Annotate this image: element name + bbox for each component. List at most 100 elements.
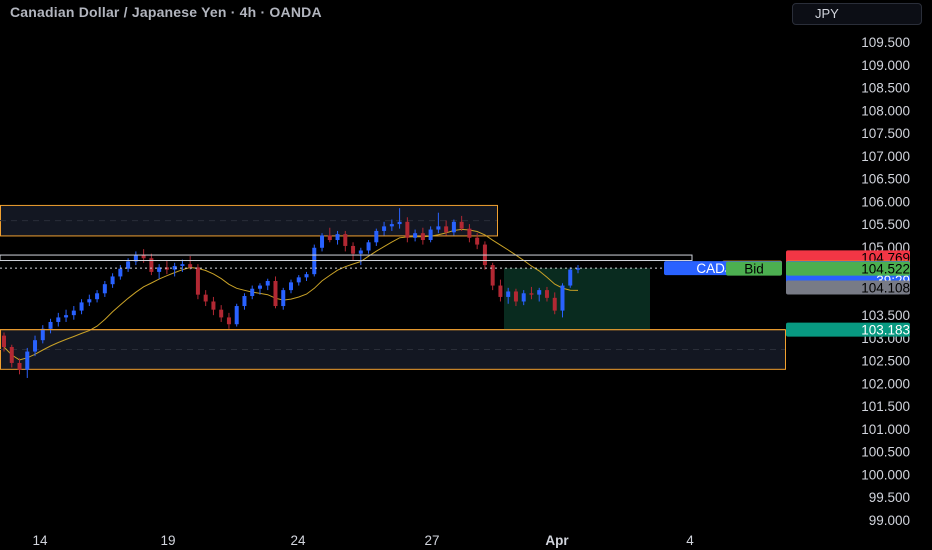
y-tick-label: 102.500	[861, 354, 910, 369]
support-value: 103.183	[861, 323, 910, 338]
moving-average-line	[3, 228, 579, 361]
candle-body	[343, 234, 348, 246]
candle-body	[149, 258, 154, 272]
candle-body	[219, 309, 224, 318]
x-tick-label: Apr	[545, 533, 569, 548]
candle-body	[172, 265, 177, 270]
candle-body	[444, 226, 449, 233]
bid-label-box	[726, 261, 782, 276]
y-tick-label: 100.000	[861, 467, 910, 482]
candle-body	[118, 268, 123, 277]
x-axis: 14 19 24 27 Apr 4	[32, 533, 694, 548]
candle-body	[273, 281, 278, 307]
candle-body	[33, 340, 38, 352]
candle-body	[475, 237, 480, 245]
candle-body	[265, 281, 270, 286]
candle-body	[110, 276, 115, 285]
candle-body	[95, 293, 100, 300]
y-tick-label: 99.000	[869, 513, 910, 528]
candle-body	[257, 285, 262, 289]
candle-body	[537, 290, 542, 295]
candle-body	[374, 230, 379, 243]
candle-body	[451, 221, 456, 233]
candle-body	[560, 285, 565, 311]
candle-body	[296, 277, 301, 283]
y-tick-label: 100.500	[861, 445, 910, 460]
candle-body	[351, 245, 356, 254]
candle-body	[544, 290, 549, 298]
y-tick-label: 101.500	[861, 399, 910, 414]
candle-body	[320, 235, 325, 248]
candle-body	[188, 264, 193, 268]
price-tags: 104.769104.543104.53239:29104.522104.108…	[664, 250, 910, 338]
candle-body	[71, 310, 76, 316]
y-tick-label: 106.500	[861, 172, 910, 187]
candle-body	[459, 221, 464, 229]
x-tick-label: 27	[424, 533, 439, 548]
candle-body	[420, 233, 425, 241]
x-tick-label: 19	[160, 533, 175, 548]
candle-body	[242, 296, 247, 307]
y-tick-label: 101.000	[861, 422, 910, 437]
candle-body	[40, 328, 45, 341]
candle-body	[126, 261, 131, 269]
candles-layer	[2, 208, 580, 378]
candle-body	[250, 288, 255, 297]
candle-body	[513, 291, 518, 302]
candle-body	[195, 267, 200, 295]
candle-body	[56, 317, 61, 322]
zone-support	[0, 329, 786, 370]
x-tick-label: 24	[290, 533, 306, 548]
candle-body	[48, 321, 53, 329]
y-tick-label: 107.000	[861, 149, 910, 164]
candle-body	[226, 317, 231, 325]
candle-body	[405, 221, 410, 238]
y-tick-label: 108.500	[861, 81, 910, 96]
y-tick-label: 106.000	[861, 194, 910, 209]
candle-body	[79, 302, 84, 311]
candle-body	[25, 351, 30, 370]
candle-body	[281, 290, 286, 307]
range-rectangle	[0, 254, 693, 262]
y-tick-label: 108.000	[861, 103, 910, 118]
candle-body	[358, 250, 363, 254]
candle-body	[102, 284, 107, 294]
candle-body	[552, 297, 557, 311]
candle-body	[17, 362, 22, 370]
candle-body	[397, 221, 402, 225]
candle-body	[157, 267, 162, 272]
candle-body	[436, 226, 441, 230]
y-tick-label: 109.000	[861, 58, 910, 73]
candle-body	[133, 255, 138, 262]
x-tick-label: 14	[32, 533, 48, 548]
candle-body	[382, 226, 387, 231]
y-tick-label: 105.500	[861, 217, 910, 232]
candle-body	[335, 234, 340, 241]
moving-average-layer	[3, 228, 579, 361]
candle-body	[521, 293, 526, 302]
candle-body	[506, 291, 511, 297]
low-value: 104.108	[861, 280, 910, 295]
candle-body	[180, 264, 185, 266]
candle-body	[64, 315, 69, 318]
candle-body	[87, 299, 92, 303]
currency-button[interactable]: JPY	[792, 3, 922, 25]
y-tick-label: 103.500	[861, 308, 910, 323]
bid-tag	[786, 261, 910, 276]
candle-body	[366, 242, 371, 251]
price-lines-layer	[0, 254, 785, 331]
candle-body	[203, 294, 208, 302]
candle-body	[529, 293, 534, 295]
candle-body	[2, 335, 6, 348]
y-tick-label: 109.500	[861, 35, 910, 50]
y-axis: 109.500 109.000 108.500 108.000 107.500 107.0…	[861, 35, 910, 528]
x-tick-label: 4	[686, 533, 694, 548]
candle-body	[576, 268, 580, 270]
candle-body	[9, 347, 14, 363]
support-tag	[786, 322, 910, 337]
candle-body	[428, 229, 433, 241]
candle-body	[490, 265, 495, 286]
y-tick-label: 99.500	[869, 490, 910, 505]
chart-title: Canadian Dollar / Japanese Yen · 4h · OA…	[10, 4, 322, 20]
